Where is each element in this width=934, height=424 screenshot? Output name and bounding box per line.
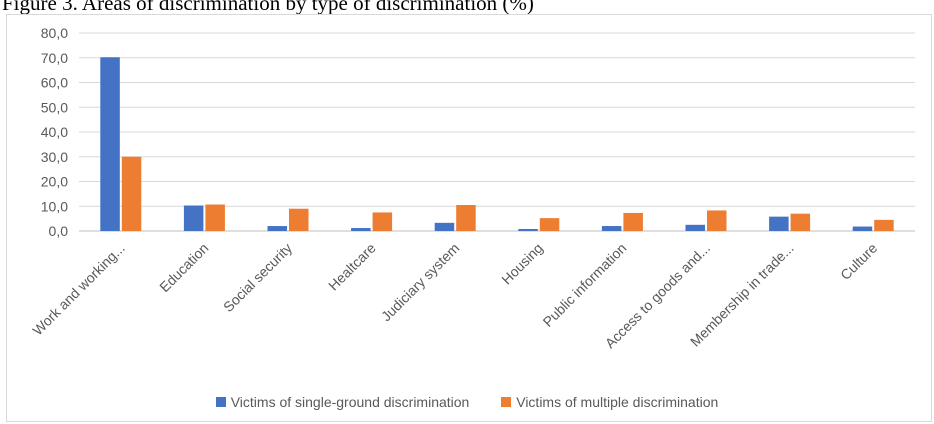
gridlines [79, 32, 915, 232]
y-tick-label: 40,0 [41, 124, 68, 140]
y-tick-label: 70,0 [41, 50, 68, 66]
x-category-label: Culture [837, 240, 880, 283]
x-axis-category-labels: Work and working... Education Social secur… [29, 240, 880, 352]
bar-multiple [623, 212, 643, 231]
bar-single-ground [852, 226, 873, 231]
bar-single-ground [267, 226, 287, 231]
y-tick-label: 60,0 [41, 75, 68, 91]
bar-single-ground [183, 205, 204, 231]
legend-item-multiple: Victims of multiple discrimination [501, 394, 718, 410]
legend-label-single: Victims of single-ground discrimination [230, 394, 470, 410]
y-tick-label: 20,0 [41, 174, 68, 190]
bar-single-ground [434, 222, 455, 231]
legend-label-multiple: Victims of multiple discrimination [516, 394, 719, 410]
bar-multiple [372, 212, 393, 231]
legend: Victims of single-ground discrimination … [0, 394, 934, 410]
bars [100, 57, 894, 231]
y-axis-tick-labels: 0,0 10,0 20,0 30,0 40,0 50,0 60,0 70,0 80,0 [41, 25, 68, 239]
y-tick-label: 30,0 [41, 149, 68, 165]
bar-multiple [790, 213, 811, 231]
legend-swatch-single [215, 397, 226, 407]
x-category-label: Housing [498, 240, 546, 288]
y-tick-label: 80,0 [41, 25, 68, 41]
bar-multiple [289, 208, 309, 231]
bar-multiple [456, 205, 476, 231]
x-category-label: Judiciary system [378, 240, 462, 324]
bar-single-ground [685, 224, 705, 231]
bar-single-ground [351, 228, 371, 231]
bar-single-ground [769, 216, 789, 231]
bar-multiple [874, 219, 894, 231]
x-category-label: Public information [540, 240, 630, 330]
y-tick-label: 10,0 [41, 198, 68, 214]
x-category-label: Healtcare [325, 240, 379, 294]
chart-caption: Figure 3. Areas of discrimination by typ… [2, 0, 534, 14]
x-category-label: Education [156, 240, 211, 295]
bar-single-ground [601, 226, 622, 231]
x-category-label: Social security [220, 240, 295, 315]
legend-swatch-multiple [501, 397, 512, 407]
bar-single-ground [100, 57, 120, 231]
y-tick-label: 50,0 [41, 99, 68, 115]
bar-multiple [121, 156, 142, 231]
x-category-label: Work and working... [29, 240, 128, 339]
bar-single-ground [518, 229, 538, 231]
legend-item-single: Victims of single-ground discrimination [215, 394, 470, 410]
bar-multiple [539, 218, 560, 231]
y-tick-label: 0,0 [49, 223, 69, 239]
bar-multiple [707, 210, 727, 231]
bar-multiple [205, 204, 225, 231]
